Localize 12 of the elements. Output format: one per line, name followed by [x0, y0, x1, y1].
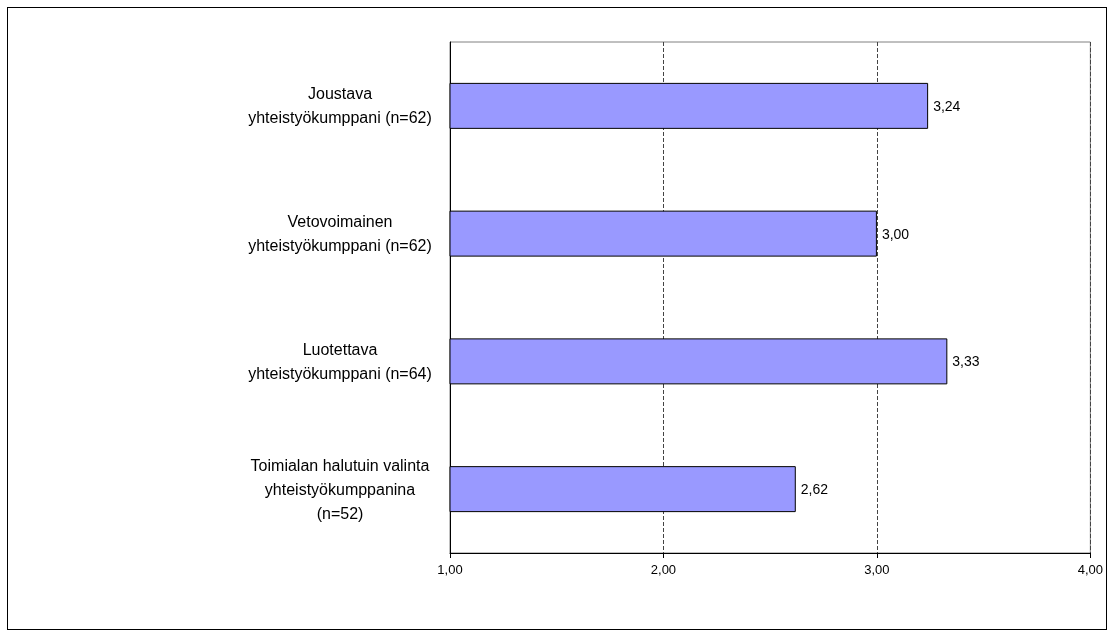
- y-tick-label: Vetovoimainen yhteistyökumppani (n=62): [248, 213, 432, 255]
- data-label: 3,24: [933, 97, 961, 114]
- x-tick-label: 2,00: [650, 562, 677, 577]
- x-tick-label: 1,00: [437, 562, 463, 577]
- x-tick-label: 4,00: [1077, 562, 1104, 577]
- y-tick-label: Toimialan halutuin valinta yhteistyökumppanina (n=52): [250, 456, 430, 522]
- y-tick-label: Luotettava yhteistyökumppani (n=64): [248, 340, 432, 382]
- data-label: 3,33: [952, 353, 980, 370]
- data-label: 3,00: [881, 225, 910, 242]
- x-tick-label: 3,00: [864, 562, 890, 577]
- data-label: 2,62: [800, 481, 829, 498]
- y-tick-label: Joustava yhteistyökumppani (n=62): [248, 85, 432, 127]
